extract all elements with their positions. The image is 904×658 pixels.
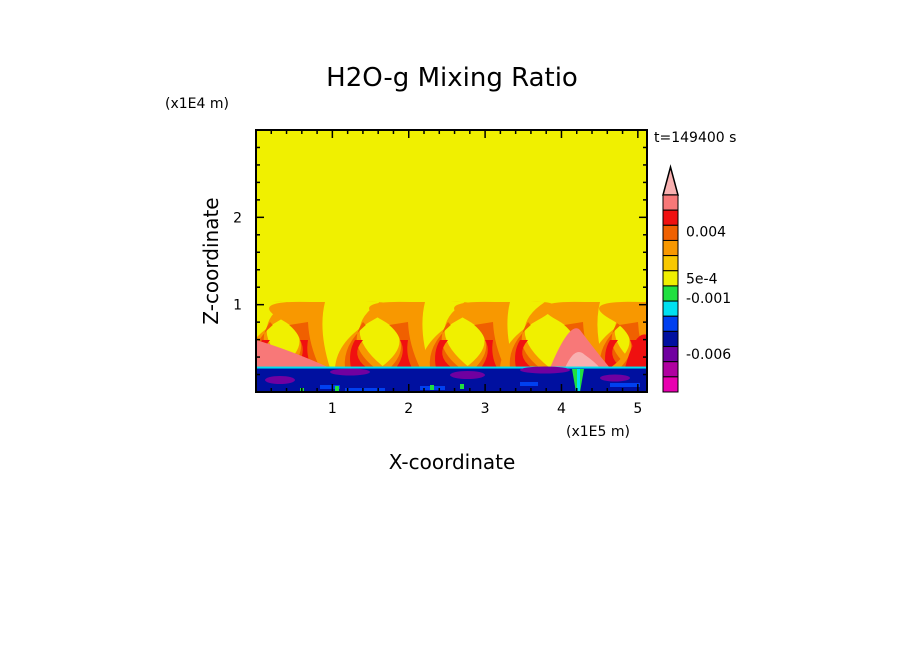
x-unit-label: (x1E5 m) xyxy=(566,424,630,440)
x-tick-label: 3 xyxy=(481,401,490,417)
colorbar-segment xyxy=(662,270,679,287)
purple-patch xyxy=(265,376,295,384)
y-unit-label: (x1E4 m) xyxy=(165,96,229,112)
x-tick-label: 1 xyxy=(328,401,337,417)
plume-warm-region xyxy=(550,328,610,368)
colorbar-label: -0.001 xyxy=(686,291,731,307)
colorbar-segment xyxy=(662,285,679,302)
x-tick-label: 2 xyxy=(404,401,413,417)
x-tick-label: 5 xyxy=(633,401,642,417)
y-tick-label: 2 xyxy=(233,210,242,226)
plume-core xyxy=(350,340,367,368)
colorbar-segment xyxy=(662,255,679,272)
blue-patch xyxy=(320,385,340,389)
lower-layer xyxy=(256,367,647,392)
colorbar-label: 5e-4 xyxy=(686,271,718,287)
plume-warm-region xyxy=(625,334,647,368)
colorbar-label: -0.006 xyxy=(686,347,731,363)
plume-core xyxy=(515,340,532,368)
colorbar-arrow xyxy=(662,164,679,196)
plume-core xyxy=(396,340,412,368)
colorbar-label: 0.004 xyxy=(686,224,726,240)
colorbar-segment xyxy=(662,300,679,317)
colorbar-segment xyxy=(662,224,679,241)
purple-patch xyxy=(330,368,370,376)
purple-patch xyxy=(520,366,570,374)
blue-patch xyxy=(520,382,538,386)
purple-patch xyxy=(600,374,630,382)
colorbar-segment xyxy=(662,209,679,226)
chart-title: H2O-g Mixing Ratio xyxy=(326,63,578,93)
colorbar-segment xyxy=(662,376,679,393)
green-patch xyxy=(335,386,339,391)
time-label: t=149400 s xyxy=(654,130,736,146)
blue-patch xyxy=(345,388,385,392)
plume-warm-region xyxy=(565,351,600,368)
purple-patch xyxy=(450,371,485,379)
colorbar-segment xyxy=(662,346,679,363)
colorbar: 0.004 5e-4 -0.001 -0.006 xyxy=(662,164,731,393)
plot-frame xyxy=(255,129,648,393)
plume-core xyxy=(481,340,497,368)
y-tick-label: 1 xyxy=(233,298,242,314)
y-axis-label: Z-coordinate xyxy=(199,197,223,324)
colorbar-segment xyxy=(662,239,679,257)
plume-core xyxy=(605,340,622,368)
x-axis-label: X-coordinate xyxy=(389,450,516,474)
x-tick-label: 4 xyxy=(557,401,566,417)
green-patch xyxy=(430,385,434,390)
colorbar-segment xyxy=(662,361,679,378)
colorbar-segment xyxy=(662,194,679,211)
green-patch xyxy=(460,384,464,389)
contour-field xyxy=(256,130,647,392)
colorbar-segment xyxy=(662,315,679,332)
layer-boundary xyxy=(256,366,647,369)
axis-ticks: 1 2 3 4 5 1 2 xyxy=(233,130,647,417)
colorbar-segment xyxy=(662,330,679,348)
plume-core xyxy=(435,340,452,368)
cyan-patch xyxy=(577,369,580,392)
plume-warm-region xyxy=(256,340,330,368)
blue-patch xyxy=(610,383,640,387)
